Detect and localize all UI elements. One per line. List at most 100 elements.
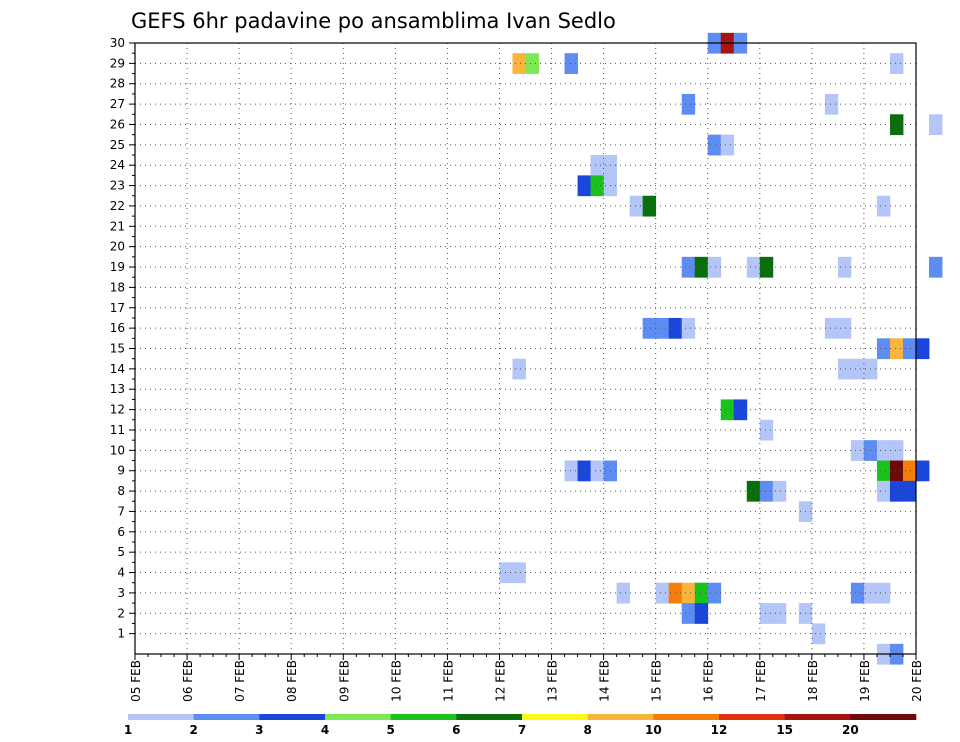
x-tick-label: 16 FEB: [702, 660, 716, 702]
y-tick-label: 25: [110, 138, 125, 152]
heatmap-cell: [772, 480, 787, 502]
colorbar-label: 12: [711, 723, 728, 737]
heatmap-cell: [746, 480, 761, 502]
colorbar-swatch: [522, 714, 588, 720]
heatmap-cell: [681, 603, 696, 624]
y-tick-label: 10: [110, 443, 125, 457]
heatmap-cell: [916, 460, 930, 482]
heatmap-cell: [564, 460, 578, 482]
heatmap-cell: [929, 256, 943, 278]
heatmap-cell: [681, 256, 696, 278]
heatmap-cell: [929, 114, 943, 136]
x-tick-label: 15 FEB: [650, 660, 664, 702]
x-tick-label: 11 FEB: [441, 660, 455, 702]
heatmap-cell: [759, 480, 774, 502]
colorbar-label: 4: [321, 723, 329, 737]
colorbar-swatch: [653, 714, 720, 720]
y-tick-label: 16: [110, 321, 125, 335]
colorbar-label: 20: [842, 723, 859, 737]
x-tick-label: 10 FEB: [389, 660, 403, 702]
heatmap-cell: [720, 399, 735, 421]
heatmap-cell: [811, 623, 826, 645]
y-tick-label: 12: [110, 403, 125, 417]
colorbar-swatch: [850, 714, 917, 720]
heatmap-cell: [499, 562, 513, 584]
x-tick-label: 20 FEB: [910, 660, 924, 702]
y-tick-label: 21: [110, 219, 125, 233]
colorbar-label: 15: [776, 723, 793, 737]
heatmap-cell: [850, 582, 865, 604]
heatmap-cell: [720, 134, 735, 156]
colorbar-label: 3: [255, 723, 263, 737]
heatmap-cell: [512, 358, 526, 380]
heatmap-cell: [590, 155, 604, 176]
heatmap-cell: [707, 582, 722, 604]
colorbar: 1 2 3 4 5 6 7 8 10 12 15 20: [124, 714, 917, 737]
heatmap-cell: [564, 53, 578, 74]
heatmap-cell: [512, 53, 526, 74]
heatmap-cell: [876, 582, 891, 604]
heatmap-cell: [642, 195, 657, 217]
heatmap-cell: [916, 338, 930, 360]
heatmap-cell: [876, 460, 891, 482]
colorbar-swatch: [587, 714, 654, 720]
heatmap-cell: [876, 195, 891, 217]
colorbar-label: 6: [452, 723, 460, 737]
heatmap-cell: [902, 338, 917, 360]
heatmap-cell: [616, 582, 631, 604]
colorbar-swatch: [784, 714, 851, 720]
heatmap-cell: [681, 317, 696, 339]
y-tick-label: 22: [110, 199, 125, 213]
colorbar-swatch: [259, 714, 326, 720]
heatmap-cell: [850, 358, 865, 380]
y-tick-label: 23: [110, 179, 125, 193]
heatmap-cell: [577, 460, 591, 482]
heatmap-cell: [577, 175, 591, 197]
y-tick-label: 3: [117, 586, 125, 600]
x-tick-label: 13 FEB: [546, 660, 560, 702]
y-tick-label: 18: [110, 280, 125, 294]
heatmap-cell: [590, 175, 604, 197]
heatmap-cell: [889, 53, 904, 74]
colorbar-swatch: [390, 714, 457, 720]
heatmap-cell: [889, 114, 904, 136]
heatmap-cell: [681, 582, 696, 604]
heatmap-cell: [889, 440, 904, 461]
y-tick-label: 2: [117, 606, 125, 620]
plot-area: 1234567891011121314151617181920212223242…: [110, 32, 943, 702]
heatmap-cell: [707, 134, 722, 156]
x-tick-label: 17 FEB: [754, 660, 768, 702]
x-tick-label: 05 FEB: [129, 660, 143, 702]
heatmap-cell: [876, 338, 891, 360]
heatmap-cell: [824, 317, 839, 339]
x-tick-label: 07 FEB: [233, 660, 247, 702]
heatmap-cell: [902, 460, 917, 482]
x-tick-label: 14 FEB: [598, 660, 612, 702]
x-tick-label: 18 FEB: [806, 660, 820, 702]
heatmap-cell: [590, 460, 604, 482]
heatmap-cell: [694, 603, 709, 624]
x-tick-label: 09 FEB: [337, 660, 351, 702]
heatmap-cell: [876, 480, 891, 502]
heatmap-cell: [655, 582, 670, 604]
heatmap-cell: [642, 317, 657, 339]
y-tick-label: 15: [110, 342, 125, 356]
heatmap-cell: [746, 256, 761, 278]
heatmap-cell: [850, 440, 865, 461]
y-tick-label: 20: [110, 240, 125, 254]
heatmap-cell: [525, 53, 539, 74]
x-tick-label: 06 FEB: [181, 660, 195, 702]
colorbar-swatch: [128, 714, 194, 720]
heatmap-cell: [876, 440, 891, 461]
y-tick-label: 5: [117, 545, 125, 559]
y-tick-label: 9: [117, 464, 125, 478]
heatmap-cell: [889, 338, 904, 360]
heatmap-cell: [694, 256, 709, 278]
y-tick-label: 6: [117, 525, 125, 539]
y-tick-label: 24: [110, 158, 125, 172]
heatmap-cell: [889, 460, 904, 482]
colorbar-swatch: [719, 714, 785, 720]
heatmap-cell: [837, 256, 852, 278]
heatmap-cell: [707, 256, 722, 278]
